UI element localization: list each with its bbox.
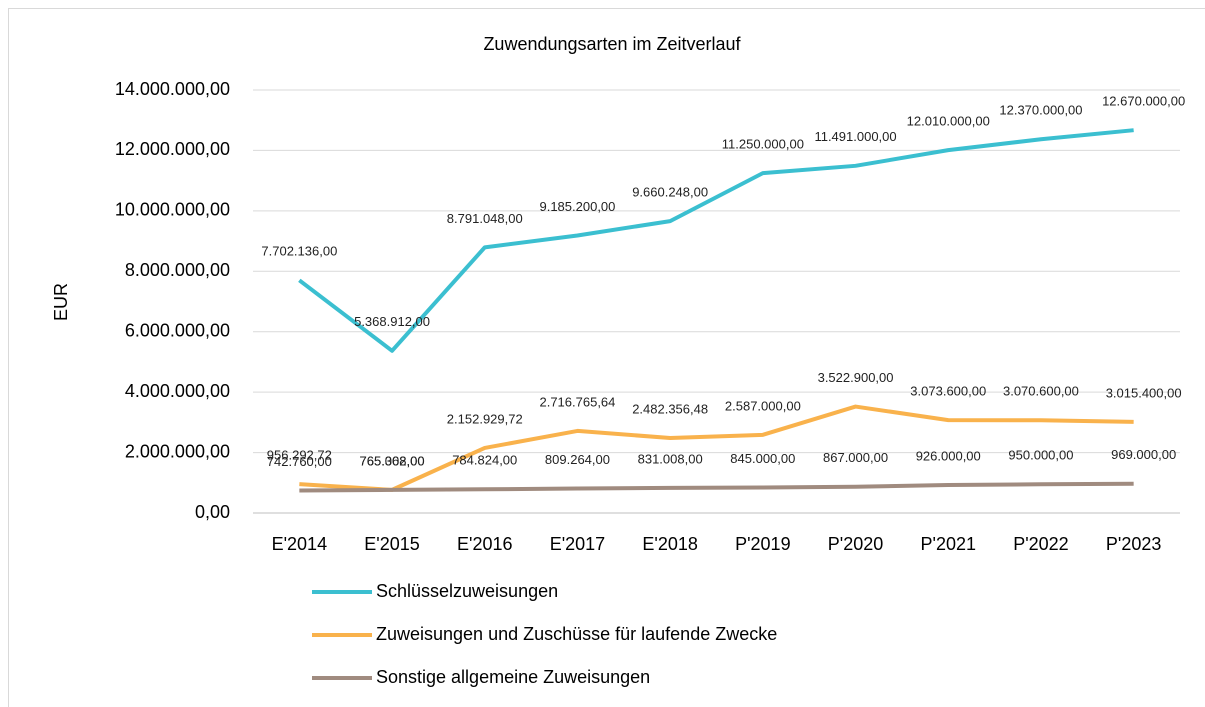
data-label: 9.185.200,00 xyxy=(539,199,615,214)
data-label: 809.264,00 xyxy=(545,452,610,467)
data-label: 3.015.400,00 xyxy=(1106,385,1182,400)
x-tick-label: E'2018 xyxy=(642,534,698,554)
legend-label: Sonstige allgemeine Zuweisungen xyxy=(376,667,650,687)
data-label: 969.000,00 xyxy=(1111,447,1176,462)
data-label: 926.000,00 xyxy=(916,448,981,463)
series-line xyxy=(299,481,1134,493)
data-label: 9.660.248,00 xyxy=(632,185,708,200)
x-tick-label: E'2014 xyxy=(272,534,328,554)
data-label: 845.000,00 xyxy=(730,451,795,466)
x-tick-label: P'2022 xyxy=(1013,534,1069,554)
data-label: 956.292,72 xyxy=(267,448,332,463)
series-line xyxy=(299,404,1134,492)
y-tick-label: 14.000.000,00 xyxy=(115,79,230,99)
data-label: 7.702.136,00 xyxy=(261,244,337,259)
y-tick-label: 0,00 xyxy=(195,502,230,522)
data-label: 831.008,00 xyxy=(638,451,703,466)
y-tick-label: 12.000.000,00 xyxy=(115,139,230,159)
x-tick-label: P'2023 xyxy=(1106,534,1162,554)
x-tick-label: E'2017 xyxy=(550,534,606,554)
data-label: 2.587.000,00 xyxy=(725,398,801,413)
data-label: 765.308,00 xyxy=(360,453,425,468)
x-tick-label: P'2020 xyxy=(828,534,884,554)
y-axis-label: EUR xyxy=(51,283,71,321)
data-label: 784.824,00 xyxy=(452,453,517,468)
data-label: 3.070.600,00 xyxy=(1003,384,1079,399)
x-tick-label: E'2016 xyxy=(457,534,513,554)
data-label: 2.716.765,64 xyxy=(539,394,615,409)
data-label: 867.000,00 xyxy=(823,450,888,465)
data-label: 765.062,00 xyxy=(360,453,425,468)
data-label: 2.482.356,48 xyxy=(632,401,708,416)
data-label: 3.073.600,00 xyxy=(910,384,986,399)
y-tick-label: 6.000.000,00 xyxy=(125,320,230,340)
data-label: 12.010.000,00 xyxy=(907,114,990,129)
data-label: 2.152.929,72 xyxy=(447,411,523,426)
legend-label: Schlüsselzuweisungen xyxy=(376,581,558,601)
frame xyxy=(8,8,1205,707)
y-tick-label: 10.000.000,00 xyxy=(115,200,230,220)
legend-label: Zuweisungen und Zuschüsse für laufende Z… xyxy=(376,624,777,644)
data-label: 950.000,00 xyxy=(1008,448,1073,463)
data-label: 3.522.900,00 xyxy=(818,370,894,385)
data-label: 5.368.912,00 xyxy=(354,314,430,329)
data-label: 11.250.000,00 xyxy=(722,137,804,152)
y-tick-label: 4.000.000,00 xyxy=(125,381,230,401)
data-label: 11.491.000,00 xyxy=(814,129,896,144)
data-label: 12.370.000,00 xyxy=(999,103,1082,118)
x-tick-label: E'2015 xyxy=(364,534,420,554)
chart-title: Zuwendungsarten im Zeitverlauf xyxy=(483,34,741,54)
y-tick-label: 8.000.000,00 xyxy=(125,260,230,280)
data-label: 8.791.048,00 xyxy=(447,211,523,226)
data-label: 12.670.000,00 xyxy=(1102,94,1185,109)
data-label: 742.760,00 xyxy=(267,454,332,469)
x-tick-label: P'2019 xyxy=(735,534,791,554)
x-tick-label: P'2021 xyxy=(921,534,977,554)
y-tick-label: 2.000.000,00 xyxy=(125,441,230,461)
series-line xyxy=(298,128,1134,353)
